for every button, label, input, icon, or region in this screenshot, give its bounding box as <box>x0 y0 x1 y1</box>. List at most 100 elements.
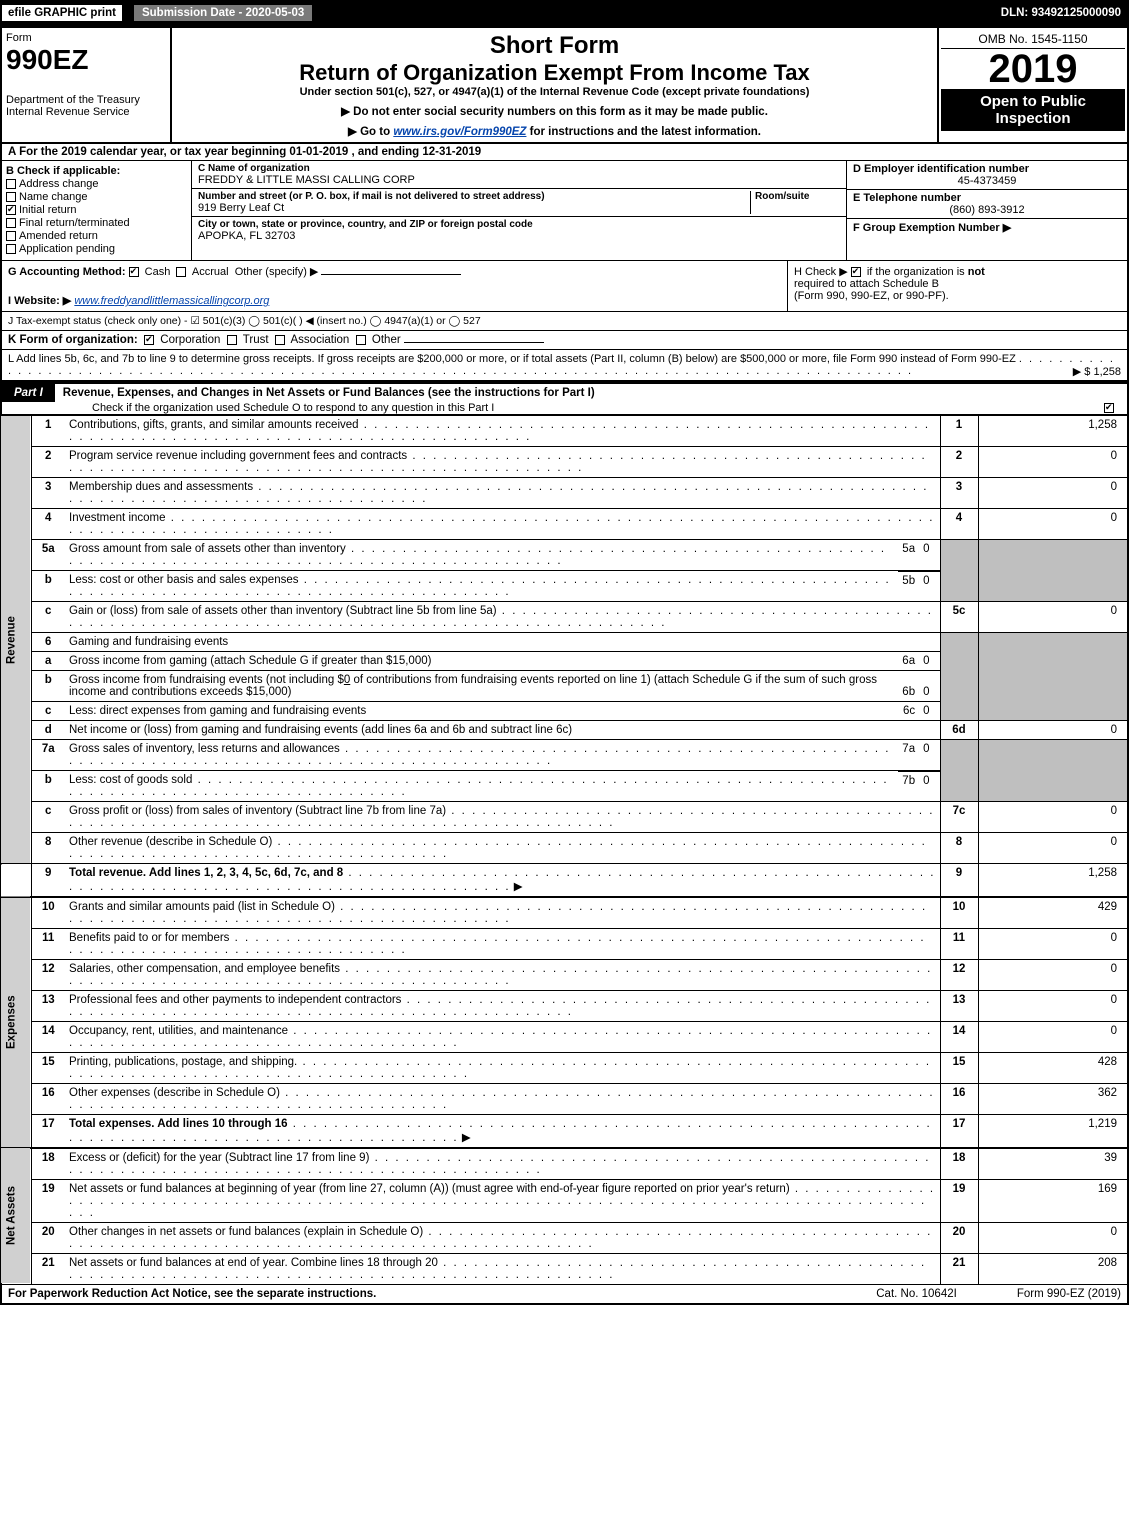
lbl-corp: Corporation <box>160 334 220 346</box>
v-14: 0 <box>978 1022 1128 1053</box>
chk-assoc[interactable] <box>275 335 285 345</box>
chk-cash[interactable] <box>129 267 139 277</box>
short-form-title: Short Form <box>176 32 933 60</box>
h-text3: (Form 990, 990-EZ, or 990-PF). <box>794 290 949 302</box>
v-2: 0 <box>978 447 1128 478</box>
sv-7b: 0 <box>919 771 939 801</box>
ln-3: 3 <box>31 478 65 509</box>
d-4: Investment income <box>69 512 166 524</box>
ln-8: 8 <box>31 833 65 864</box>
top-bar: efile GRAPHIC print Submission Date - 20… <box>0 0 1129 26</box>
row-k: K Form of organization: Corporation Trus… <box>0 330 1129 349</box>
d-18: Excess or (deficit) for the year (Subtra… <box>69 1152 369 1164</box>
ln-20: 20 <box>31 1223 65 1254</box>
kother-blank[interactable] <box>404 342 544 343</box>
chk-initial[interactable] <box>6 205 16 215</box>
section-a: A For the 2019 calendar year, or tax yea… <box>0 144 1129 161</box>
g-label: G Accounting Method: <box>8 266 126 278</box>
pra-notice: For Paperwork Reduction Act Notice, see … <box>8 1288 376 1300</box>
ln-9: 9 <box>31 864 65 898</box>
chk-address[interactable] <box>6 179 16 189</box>
chk-accrual[interactable] <box>176 267 186 277</box>
other-blank[interactable] <box>321 274 461 275</box>
cat-no: Cat. No. 10642I <box>876 1288 957 1300</box>
lbl-assoc: Association <box>291 334 350 346</box>
org-name-label: C Name of organization <box>198 163 840 174</box>
bottom-row: For Paperwork Reduction Act Notice, see … <box>0 1284 1129 1305</box>
ln-6: 6 <box>31 633 65 652</box>
lbl-initial: Initial return <box>19 204 76 216</box>
row-j: J Tax-exempt status (check only one) - ☑… <box>0 311 1129 330</box>
lbl-cash: Cash <box>145 266 171 278</box>
irs: Internal Revenue Service <box>6 106 166 118</box>
chk-schedo[interactable] <box>1104 403 1114 413</box>
v-16: 362 <box>978 1084 1128 1115</box>
v-5c: 0 <box>978 602 1128 633</box>
ln-2: 2 <box>31 447 65 478</box>
v-12: 0 <box>978 960 1128 991</box>
website-link[interactable]: www.freddyandlittlemassicallingcorp.org <box>74 295 269 307</box>
lbl-other: Other (specify) ▶ <box>235 266 319 278</box>
ein: 45-4373459 <box>853 175 1121 187</box>
chk-kother[interactable] <box>356 335 366 345</box>
chk-h[interactable] <box>851 267 861 277</box>
website-label: I Website: ▶ <box>8 295 71 307</box>
chk-name[interactable] <box>6 192 16 202</box>
irs-link[interactable]: www.irs.gov/Form990EZ <box>393 126 526 138</box>
d-16: Other expenses (describe in Schedule O) <box>69 1087 280 1099</box>
chk-app[interactable] <box>6 244 16 254</box>
lbl-trust: Trust <box>243 334 269 346</box>
ln-11: 11 <box>31 929 65 960</box>
tel-label: E Telephone number <box>853 192 1121 204</box>
chk-trust[interactable] <box>227 335 237 345</box>
sv-6b: 0 <box>919 671 939 701</box>
lbl-amended: Amended return <box>19 230 98 242</box>
ln-7c: c <box>31 802 65 833</box>
d-2: Program service revenue including govern… <box>69 450 407 462</box>
d-21: Net assets or fund balances at end of ye… <box>69 1257 438 1269</box>
ln-21: 21 <box>31 1254 65 1285</box>
ln-17: 17 <box>31 1115 65 1149</box>
part1-header: Part I Revenue, Expenses, and Changes in… <box>0 382 1129 402</box>
sv-6a: 0 <box>919 652 939 670</box>
dln: DLN: 93492125000090 <box>993 5 1129 21</box>
part1-subtext: Check if the organization used Schedule … <box>2 402 494 414</box>
v-20: 0 <box>978 1223 1128 1254</box>
ssn-warning: ▶ Do not enter social security numbers o… <box>176 104 933 118</box>
org-name: FREDDY & LITTLE MASSI CALLING CORP <box>198 174 840 186</box>
h-text1: if the organization is <box>867 266 968 278</box>
side-revenue: Revenue <box>1 416 31 864</box>
d-10: Grants and similar amounts paid (list in… <box>69 901 335 913</box>
d-5b: Less: cost or other basis and sales expe… <box>69 574 299 586</box>
d-1: Contributions, gifts, grants, and simila… <box>69 419 359 431</box>
d-11: Benefits paid to or for members <box>69 932 229 944</box>
side-expenses: Expenses <box>1 897 31 1148</box>
form-no-footer: Form 990-EZ (2019) <box>1017 1288 1121 1300</box>
d-7b: Less: cost of goods sold <box>69 774 192 786</box>
v-8: 0 <box>978 833 1128 864</box>
chk-amended[interactable] <box>6 231 16 241</box>
ln-12: 12 <box>31 960 65 991</box>
ln-16: 16 <box>31 1084 65 1115</box>
efile-label[interactable]: efile GRAPHIC print <box>0 3 124 23</box>
ln-6a: a <box>31 652 65 671</box>
form-number: 990EZ <box>6 44 166 76</box>
chk-final[interactable] <box>6 218 16 228</box>
v-10: 429 <box>978 897 1128 929</box>
h-text2: required to attach Schedule B <box>794 278 939 290</box>
d-3: Membership dues and assessments <box>69 481 253 493</box>
col-b: B Check if applicable: Address change Na… <box>2 161 192 260</box>
lbl-final: Final return/terminated <box>19 217 130 229</box>
ln-6b: b <box>31 671 65 702</box>
sv-6c: 0 <box>919 702 939 720</box>
part1-label: Part I <box>2 384 55 402</box>
d-8: Other revenue (describe in Schedule O) <box>69 836 272 848</box>
ln-15: 15 <box>31 1053 65 1084</box>
goto-post: for instructions and the latest informat… <box>526 126 761 138</box>
tel: (860) 893-3912 <box>853 204 1121 216</box>
d-19: Net assets or fund balances at beginning… <box>69 1183 790 1195</box>
goto-line: ▶ Go to www.irs.gov/Form990EZ for instru… <box>176 124 933 138</box>
chk-corp[interactable] <box>144 335 154 345</box>
d-13: Professional fees and other payments to … <box>69 994 401 1006</box>
lbl-name: Name change <box>19 191 88 203</box>
